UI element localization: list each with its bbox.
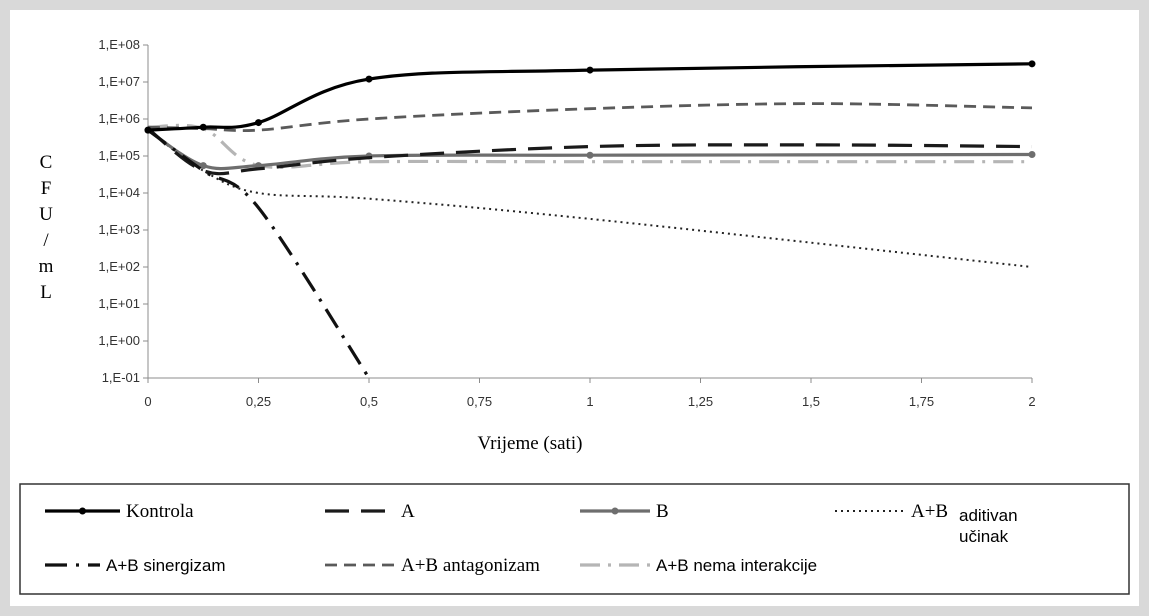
legend-label: A+B bbox=[911, 501, 948, 522]
x-tick-label: 1,75 bbox=[909, 394, 934, 409]
legend-item: B bbox=[580, 501, 669, 522]
x-axis-ticks: 0 0,25 0,5 0,75 1 1,25 1,5 1,75 2 bbox=[144, 378, 1036, 409]
series-line bbox=[147, 128, 371, 379]
y-tick-label: 1,E+01 bbox=[98, 296, 140, 311]
series-line bbox=[147, 128, 1033, 171]
legend-item: Kontrola bbox=[45, 501, 194, 522]
legend-marker bbox=[611, 507, 619, 515]
series-1 bbox=[144, 60, 1036, 134]
legend-marker bbox=[79, 507, 86, 515]
series-line bbox=[147, 102, 1033, 133]
series-line bbox=[147, 62, 1033, 132]
y-axis-ticks: 1,E+08 1,E+07 1,E+06 1,E+05 1,E+04 1,E+03 1,E+… bbox=[98, 37, 148, 385]
series-7 bbox=[147, 123, 1032, 169]
series-layer bbox=[144, 60, 1036, 379]
data-point bbox=[365, 75, 373, 83]
x-tick-label: 0,25 bbox=[246, 394, 271, 409]
legend-item: A+B sinergizam bbox=[45, 556, 226, 575]
legend-label: A+B sinergizam bbox=[106, 556, 226, 575]
y-tick-label: 1,E+00 bbox=[98, 333, 140, 348]
x-tick-label: 2 bbox=[1028, 394, 1035, 409]
y-tick-label: 1,E+07 bbox=[98, 74, 140, 89]
series-line bbox=[147, 123, 1032, 169]
y-axis-label-char: U bbox=[39, 204, 53, 225]
y-axis-label-char: L bbox=[40, 282, 52, 303]
y-tick-label: 1,E+05 bbox=[98, 148, 140, 163]
series-line bbox=[147, 127, 1033, 176]
x-tick-label: 0,75 bbox=[467, 394, 492, 409]
series-5 bbox=[147, 128, 371, 379]
series-3 bbox=[144, 126, 1036, 171]
y-axis-label-char: C bbox=[40, 152, 53, 173]
data-point bbox=[199, 123, 207, 131]
y-axis-label-char: m bbox=[39, 256, 54, 277]
y-tick-label: 1,E+03 bbox=[98, 222, 140, 237]
y-axis-label: CFU / mL bbox=[39, 152, 54, 303]
legend-label: B bbox=[656, 501, 669, 522]
y-axis-label-char: / bbox=[43, 230, 49, 251]
axes bbox=[147, 45, 1032, 379]
data-point bbox=[586, 66, 594, 74]
legend-label: Kontrola bbox=[126, 501, 194, 522]
legend-item: A+B antagonizam bbox=[325, 555, 540, 576]
y-tick-label: 1,E-01 bbox=[102, 370, 140, 385]
x-axis-title: Vrijeme (sati) bbox=[478, 433, 583, 454]
legend-item: A+B aditivan učinak bbox=[835, 501, 1018, 546]
series-line bbox=[147, 129, 1033, 268]
y-tick-label: 1,E+04 bbox=[98, 185, 140, 200]
y-axis-label-char: F bbox=[41, 178, 52, 199]
legend-box bbox=[19, 483, 1130, 595]
x-tick-label: 1,25 bbox=[688, 394, 713, 409]
x-tick-label: 1,5 bbox=[802, 394, 820, 409]
data-point bbox=[586, 151, 594, 159]
legend-label: A+B nema interakcije bbox=[656, 556, 817, 575]
x-tick-label: 0,5 bbox=[360, 394, 378, 409]
series-6 bbox=[147, 102, 1033, 133]
x-tick-label: 0 bbox=[144, 394, 151, 409]
data-point bbox=[199, 162, 207, 170]
data-point bbox=[255, 119, 262, 127]
y-tick-label: 1,E+06 bbox=[98, 111, 140, 126]
y-tick-label: 1,E+02 bbox=[98, 259, 140, 274]
legend-item: A bbox=[325, 501, 415, 522]
x-tick-label: 1 bbox=[586, 394, 593, 409]
legend: Kontrola A B A+B aditivan učinak A+B sinergiza… bbox=[45, 501, 1018, 576]
data-point bbox=[1028, 60, 1036, 68]
legend-label-line2: učinak bbox=[959, 527, 1009, 546]
legend-label: A bbox=[401, 501, 415, 522]
legend-item: A+B nema interakcije bbox=[580, 556, 817, 575]
data-point bbox=[144, 126, 152, 134]
series-4 bbox=[147, 129, 1033, 268]
series-2 bbox=[147, 127, 1033, 176]
data-point bbox=[1028, 150, 1036, 158]
legend-label-line1: aditivan bbox=[959, 506, 1018, 525]
y-tick-label: 1,E+08 bbox=[98, 37, 140, 52]
legend-label: A+B antagonizam bbox=[401, 555, 540, 576]
